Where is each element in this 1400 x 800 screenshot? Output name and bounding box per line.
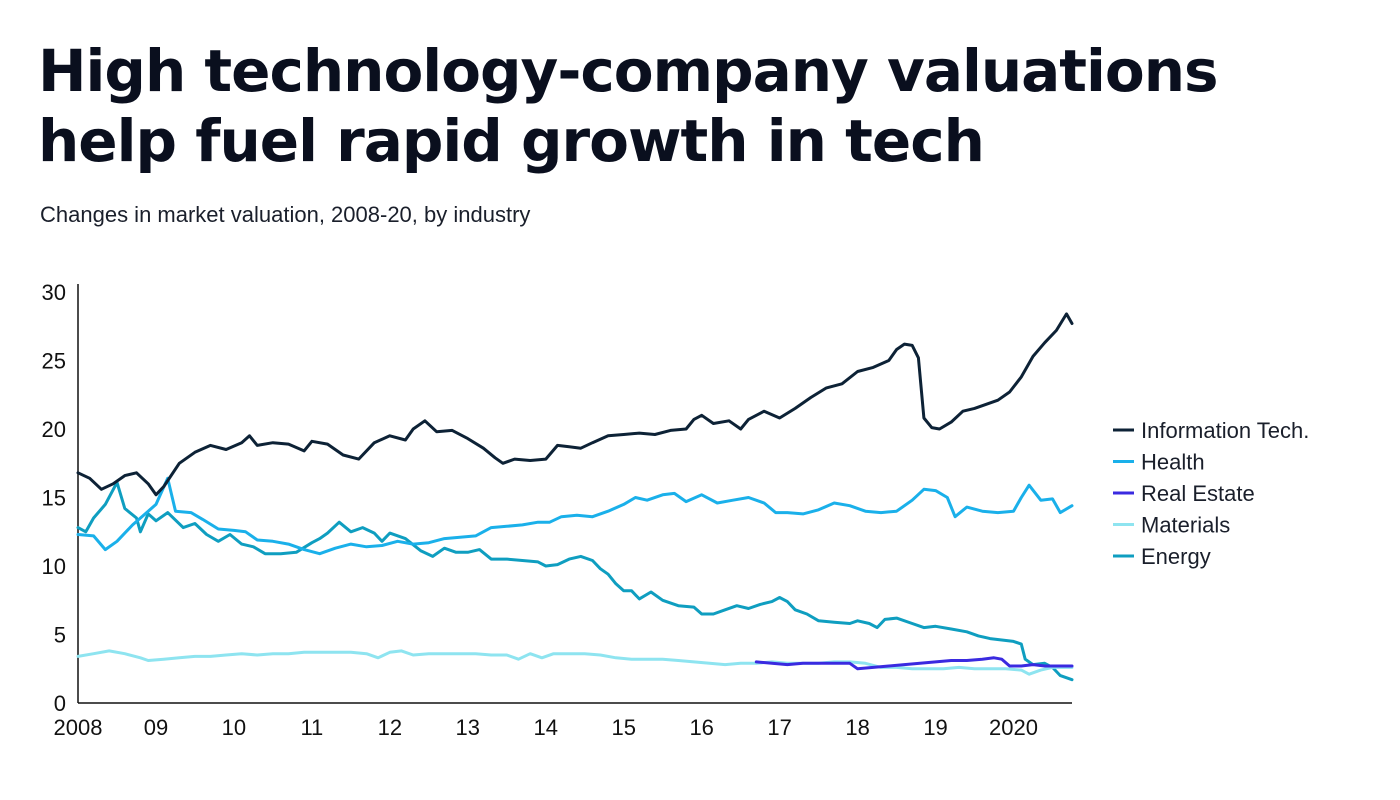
legend-item: Health xyxy=(1113,450,1205,475)
x-tick-label: 17 xyxy=(767,715,791,740)
x-tick-label: 10 xyxy=(222,715,246,740)
x-tick-label: 18 xyxy=(845,715,869,740)
x-tick-label: 09 xyxy=(144,715,168,740)
legend-item: Information Tech. xyxy=(1113,418,1309,443)
x-tick-label: 19 xyxy=(923,715,947,740)
series-line-information-tech xyxy=(76,312,1074,497)
y-tick-label: 10 xyxy=(42,554,66,579)
y-axis-ticks: 0 5 10 15 20 25 30 xyxy=(42,280,66,716)
y-tick-label: 5 xyxy=(54,623,66,648)
legend-item: Real Estate xyxy=(1113,481,1255,506)
y-tick-label: 0 xyxy=(54,691,66,716)
legend-label: Materials xyxy=(1141,513,1230,538)
legend-label: Energy xyxy=(1141,544,1211,569)
x-tick-label: 11 xyxy=(300,715,323,740)
series-line-real-estate xyxy=(754,656,1074,671)
x-tick-label: 2020 xyxy=(989,715,1038,740)
y-tick-label: 20 xyxy=(42,417,66,442)
chart-title: High technology-company valuations help … xyxy=(38,37,1219,175)
series-lines xyxy=(76,312,1074,682)
x-tick-label: 13 xyxy=(456,715,480,740)
legend-label: Real Estate xyxy=(1141,481,1255,506)
legend-item: Materials xyxy=(1113,513,1230,538)
legend: Information Tech. Health Real Estate Materi… xyxy=(1113,418,1309,569)
series-line-energy xyxy=(76,480,1074,682)
x-tick-label: 14 xyxy=(534,715,558,740)
legend-label: Health xyxy=(1141,450,1205,475)
series-line-health xyxy=(76,476,1074,556)
x-tick-label: 2008 xyxy=(54,715,103,740)
x-tick-label: 15 xyxy=(611,715,635,740)
legend-label: Information Tech. xyxy=(1141,418,1309,443)
y-tick-label: 15 xyxy=(42,486,66,511)
x-axis-ticks: 2008 09 10 11 12 13 14 15 16 17 18 19 2020 xyxy=(54,715,1038,740)
chart-subtitle: Changes in market valuation, 2008-20, by… xyxy=(40,202,531,227)
y-tick-label: 25 xyxy=(42,349,66,374)
legend-item: Energy xyxy=(1113,544,1211,569)
y-tick-label: 30 xyxy=(42,280,66,305)
x-tick-label: 16 xyxy=(689,715,713,740)
series-line-materials xyxy=(76,649,1074,676)
x-tick-label: 12 xyxy=(378,715,402,740)
